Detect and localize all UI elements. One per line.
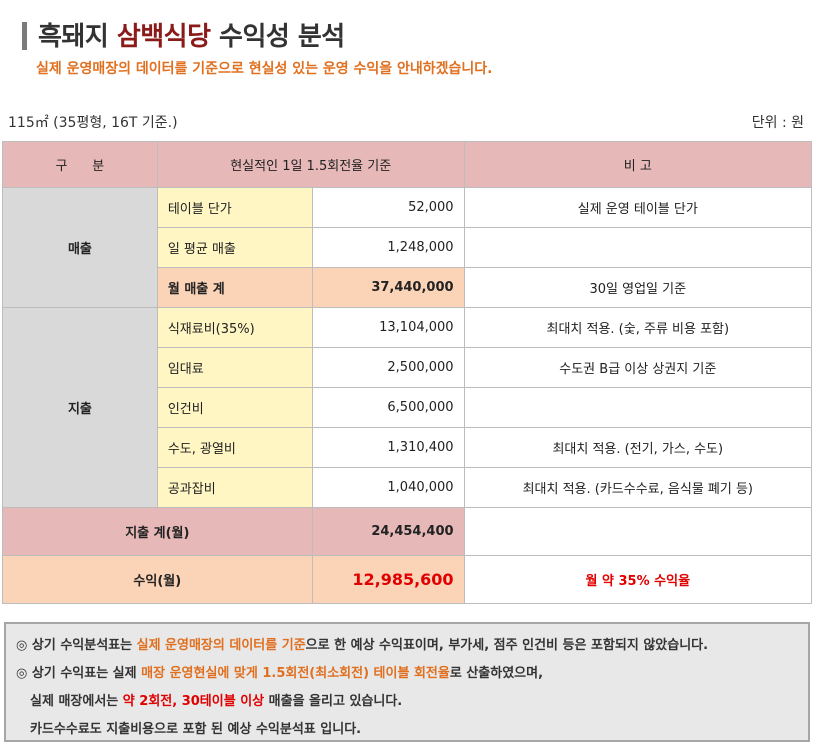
category-expenses: 지출 xyxy=(2,307,158,508)
row-note: 수도권 B급 이상 상권지 기준 xyxy=(463,347,813,388)
row-item: 인건비 xyxy=(156,387,313,428)
row-value: 1,040,000 xyxy=(311,467,465,508)
title-suffix: 수익성 분석 xyxy=(210,22,345,52)
expense-total-label: 지출 계(월) xyxy=(2,507,313,556)
note-highlight: 실제 운영매장의 데이터를 기준 xyxy=(136,638,306,653)
row-item: 임대료 xyxy=(156,347,313,388)
row-item: 월 매출 계 xyxy=(156,267,313,308)
row-value: 6,500,000 xyxy=(311,387,465,428)
expense-total-row: 지출 계(월) 24,454,400 xyxy=(2,507,813,556)
title-brand: 삼백식당 xyxy=(116,22,211,52)
header-category: 구 분 xyxy=(2,141,158,188)
table-row: 일 평균 매출 1,248,000 xyxy=(3,227,813,268)
row-value: 1,310,400 xyxy=(311,427,465,468)
note-text: 으로 한 예상 수익표이며, 부가세, 점주 인건비 등은 포함되지 않았습니다… xyxy=(305,638,709,653)
category-sales: 매출 xyxy=(2,187,158,308)
table-row: 인건비 6,500,000 xyxy=(3,387,813,428)
row-value: 2,500,000 xyxy=(311,347,465,388)
profit-label: 수익(월) xyxy=(2,555,313,604)
row-note: 최대치 적용. (카드수수료, 음식물 폐기 등) xyxy=(463,467,813,508)
note-line: 실제 매장에서는 약 2회전, 30테이블 이상 매출을 올리고 있습니다. xyxy=(30,690,798,709)
table-row: 월 매출 계 37,440,000 30일 영업일 기준 xyxy=(3,267,813,308)
expense-total-value: 24,454,400 xyxy=(311,507,465,556)
table-header-row: 구 분 현실적인 1일 1.5회전율 기준 비 고 xyxy=(2,141,813,188)
note-highlight: 매장 운영현실에 맞게 1.5회전(최소회전) 테이블 회전율 xyxy=(141,666,450,681)
row-note xyxy=(463,227,813,268)
row-value: 13,104,000 xyxy=(311,307,465,348)
note-highlight: 약 2회전, 30테이블 이상 xyxy=(122,694,265,709)
table-row: 수도, 광열비 1,310,400 최대치 적용. (전기, 가스, 수도) xyxy=(3,427,813,468)
table-row: 공과잡비 1,040,000 최대치 적용. (카드수수료, 음식물 폐기 등) xyxy=(3,467,813,508)
title-accent-bar xyxy=(22,22,27,50)
table-row: 지출 식재료비(35%) 13,104,000 최대치 적용. (숯, 주류 비… xyxy=(2,307,813,508)
row-item: 일 평균 매출 xyxy=(156,227,313,268)
note-text: ◎ 상기 수익표는 실제 xyxy=(16,666,142,681)
title-prefix: 흑돼지 xyxy=(38,22,117,52)
disclaimer-notes: ◎ 상기 수익분석표는 실제 운영매장의 데이터를 기준으로 한 예상 수익표이… xyxy=(4,622,810,742)
profit-note: 월 약 35% 수익율 xyxy=(463,555,813,604)
row-value: 1,248,000 xyxy=(311,227,465,268)
row-item: 식재료비(35%) xyxy=(156,307,313,348)
expense-total-note xyxy=(463,507,813,556)
row-note: 최대치 적용. (숯, 주류 비용 포함) xyxy=(463,307,813,348)
row-item: 수도, 광열비 xyxy=(156,427,313,468)
table-row: 매출 테이블 단가 52,000 실제 운영 테이블 단가 xyxy=(2,187,813,308)
profit-value: 12,985,600 xyxy=(311,555,465,604)
page-subtitle: 실제 운영매장의 데이터를 기준으로 현실성 있는 운영 수익을 안내하겠습니다… xyxy=(36,61,493,77)
note-text: 매출을 올리고 있습니다. xyxy=(264,694,403,709)
note-line: 카드수수료도 지출비용으로 포함 된 예상 수익분석표 입니다. xyxy=(30,722,362,737)
row-item: 공과잡비 xyxy=(156,467,313,508)
header-basis: 현실적인 1일 1.5회전율 기준 xyxy=(156,141,465,188)
table-row: 임대료 2,500,000 수도권 B급 이상 상권지 기준 xyxy=(3,347,813,388)
note-text: 로 산출하였으며, xyxy=(449,666,544,681)
note-line: ◎ 상기 수익분석표는 실제 운영매장의 데이터를 기준으로 한 예상 수익표이… xyxy=(16,634,798,653)
note-text: ◎ 상기 수익분석표는 xyxy=(16,638,137,653)
row-note: 30일 영업일 기준 xyxy=(463,267,813,308)
unit-note: 단위 : 원 xyxy=(751,115,804,131)
header-remarks: 비 고 xyxy=(463,141,813,188)
row-note: 실제 운영 테이블 단가 xyxy=(463,187,813,228)
row-item: 테이블 단가 xyxy=(156,187,313,228)
profit-analysis-table: 구 분 현실적인 1일 1.5회전율 기준 비 고 매출 테이블 단가 52,0… xyxy=(2,141,813,604)
row-value: 52,000 xyxy=(311,187,465,228)
note-line: ◎ 상기 수익표는 실제 매장 운영현실에 맞게 1.5회전(최소회전) 테이블… xyxy=(16,662,798,681)
row-value: 37,440,000 xyxy=(311,267,465,308)
row-note xyxy=(463,387,813,428)
note-text: 실제 매장에서는 xyxy=(30,694,123,709)
profit-row: 수익(월) 12,985,600 월 약 35% 수익율 xyxy=(2,555,813,604)
store-size-note: 115㎡ (35평형, 16T 기준.) xyxy=(8,115,178,131)
page-title: 흑돼지 삼백식당 수익성 분석 xyxy=(38,16,345,53)
row-note: 최대치 적용. (전기, 가스, 수도) xyxy=(463,427,813,468)
